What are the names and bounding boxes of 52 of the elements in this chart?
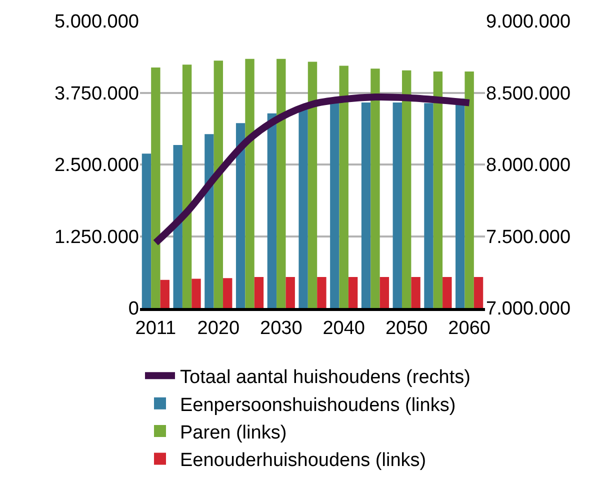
bar <box>223 278 232 308</box>
x-tick-label: 2040 <box>322 318 365 339</box>
bar <box>276 58 286 308</box>
bar <box>392 102 402 308</box>
bar <box>339 66 348 308</box>
y-tick-label: 0 <box>128 298 139 320</box>
y2-tick-label: 7.000.000 <box>486 298 571 320</box>
bar <box>192 278 201 308</box>
bar <box>464 72 474 308</box>
bar <box>204 134 214 308</box>
bar <box>456 98 465 308</box>
bar <box>182 64 192 308</box>
bar <box>433 72 443 308</box>
bar <box>236 123 246 308</box>
bar <box>245 58 254 308</box>
y2-tick-label: 9.000.000 <box>486 12 571 33</box>
y-tick-label: 5.000.000 <box>54 12 139 33</box>
bar <box>173 144 182 308</box>
y2-tick-label: 8.500.000 <box>486 83 571 104</box>
x-tick-label: 2020 <box>197 318 240 339</box>
legend-label: Totaal aantal huishoudens (rechts) <box>180 367 470 388</box>
bar <box>411 277 420 308</box>
y2-tick-label: 7.500.000 <box>486 226 571 248</box>
y-tick-label: 2.500.000 <box>54 155 139 176</box>
x-tick-label: 2030 <box>260 318 302 339</box>
bar <box>308 62 318 308</box>
bar <box>214 60 224 308</box>
x-tick-label: 2060 <box>448 318 490 339</box>
bar <box>142 154 152 308</box>
bar <box>298 107 308 308</box>
legend-label: Eenpersoonshuishoudens (links) <box>180 394 456 416</box>
y-tick-label: 3.750.000 <box>54 83 139 104</box>
bar <box>267 113 277 308</box>
bar <box>317 277 326 308</box>
legend-label: Eenouderhuishoudens (links) <box>180 450 426 472</box>
y-tick-label: 1.250.000 <box>54 226 139 248</box>
bar <box>442 277 452 308</box>
bar <box>402 70 412 308</box>
bar <box>380 277 390 308</box>
bar <box>370 68 380 308</box>
y2-tick-label: 8.000.000 <box>486 155 571 176</box>
bar <box>151 67 160 308</box>
bar <box>424 103 434 308</box>
x-tick-label: 2050 <box>385 318 428 339</box>
bar <box>286 277 295 308</box>
bar <box>160 280 170 308</box>
bar <box>474 277 484 308</box>
legend-label: Paren (links) <box>180 422 287 444</box>
bar <box>361 102 371 308</box>
bar <box>348 277 358 308</box>
x-tick-label: 2011 <box>135 318 176 339</box>
bar <box>254 277 264 308</box>
